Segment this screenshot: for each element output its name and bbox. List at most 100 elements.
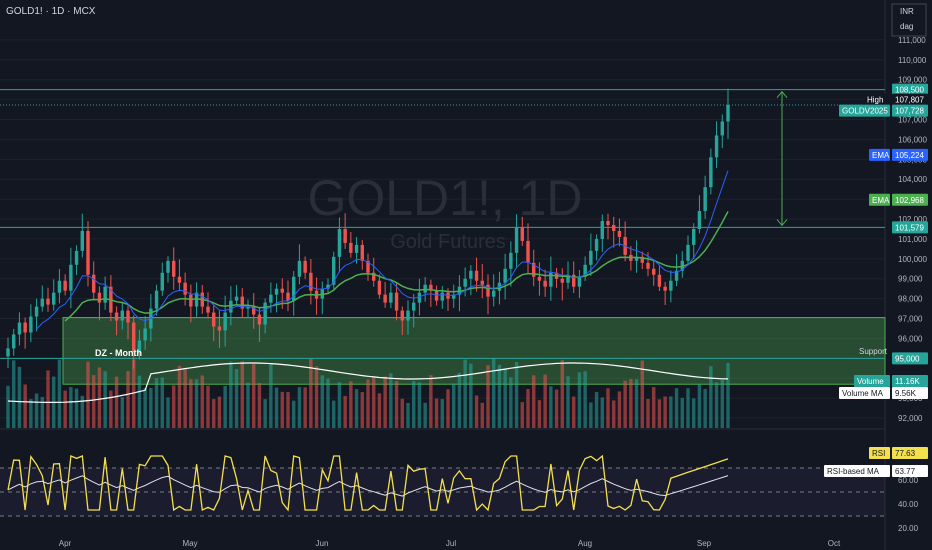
- volume-bar: [383, 376, 387, 428]
- candle-body: [274, 288, 279, 295]
- candle: [40, 285, 44, 312]
- candle: [606, 213, 610, 240]
- candle: [692, 223, 696, 260]
- svg-text:102,968: 102,968: [895, 196, 924, 205]
- candle-body: [606, 221, 610, 225]
- rsi-tick: 40.00: [898, 500, 919, 509]
- candle-body: [92, 274, 96, 293]
- candle-body: [246, 306, 250, 309]
- volume-bar: [412, 381, 416, 428]
- candle-body: [577, 276, 582, 287]
- volume-bar: [189, 379, 193, 428]
- candle-body: [17, 322, 22, 335]
- candle: [80, 213, 84, 258]
- candle-body: [57, 280, 62, 293]
- candle: [440, 286, 444, 309]
- price-tick: 109,000: [898, 76, 927, 85]
- candle: [372, 257, 376, 287]
- demand-zone-rect: [62, 317, 886, 385]
- volume-bar: [183, 369, 187, 428]
- watermark: GOLD1!, 1D Gold Futures: [307, 170, 582, 253]
- volume-bar: [434, 398, 439, 428]
- candle: [97, 286, 102, 321]
- candle: [663, 281, 667, 305]
- candle: [463, 267, 467, 297]
- volume-bar: [80, 395, 84, 428]
- candle: [714, 121, 719, 169]
- candle: [452, 284, 456, 308]
- candle: [492, 274, 496, 307]
- volume-bar: [457, 372, 462, 428]
- volume-bar: [560, 360, 564, 428]
- volume-bar: [12, 360, 16, 428]
- candle-body: [634, 256, 639, 261]
- candle: [377, 274, 382, 299]
- candle: [297, 244, 302, 285]
- tag-ema-fast: 105,224 EMA: [869, 148, 928, 161]
- svg-text:EMA: EMA: [872, 151, 890, 160]
- svg-text:Volume: Volume: [857, 377, 884, 386]
- candle: [640, 251, 644, 270]
- candle-body: [617, 230, 622, 237]
- watermark-subtitle: Gold Futures: [390, 231, 506, 253]
- currency-unit[interactable]: dag: [900, 22, 913, 31]
- candle: [554, 268, 559, 288]
- currency-box[interactable]: [891, 3, 927, 37]
- volume-bar: [57, 359, 62, 428]
- volume-bar: [86, 361, 90, 428]
- candle-body: [640, 256, 644, 263]
- volume-bar: [234, 369, 239, 428]
- time-tick: Aug: [578, 539, 592, 548]
- volume-bar: [612, 400, 616, 428]
- candle: [246, 299, 250, 319]
- candle: [223, 295, 227, 347]
- candle: [143, 316, 147, 351]
- candle: [680, 251, 684, 278]
- candle: [63, 274, 67, 296]
- candle: [652, 259, 656, 286]
- candle: [286, 280, 290, 312]
- candle: [189, 284, 193, 323]
- volume-bar: [17, 366, 22, 428]
- candle-body: [669, 280, 673, 291]
- candle-body: [480, 280, 484, 285]
- volume-bar: [314, 366, 319, 428]
- volume-bar: [337, 382, 342, 428]
- candle: [52, 279, 56, 311]
- candle-body: [23, 322, 27, 333]
- candle-body: [103, 286, 107, 303]
- svg-text:107,728: 107,728: [895, 107, 924, 116]
- price-levels: [0, 89, 885, 359]
- volume-bar: [372, 377, 376, 428]
- candle: [412, 293, 416, 328]
- volume-bar: [269, 363, 273, 428]
- price-tick: 98,000: [898, 295, 923, 304]
- candle-body: [326, 284, 330, 289]
- volume-ma-line: [7, 362, 729, 403]
- candle: [429, 279, 433, 307]
- volume-bar: [554, 389, 559, 428]
- candle-body: [34, 306, 39, 317]
- candle: [532, 249, 536, 287]
- candle: [240, 288, 244, 318]
- candle: [120, 301, 124, 330]
- candle-body: [263, 302, 267, 325]
- currency-code[interactable]: INR: [900, 7, 914, 16]
- tag-volume-ma: 9.56K Volume MA: [839, 387, 928, 399]
- candle: [686, 235, 690, 266]
- candle: [17, 312, 22, 346]
- candle-body: [594, 238, 599, 251]
- volume-bar: [480, 402, 484, 428]
- watermark-title: GOLD1!, 1D: [307, 170, 582, 226]
- price-tick: 92,000: [898, 414, 923, 423]
- candle: [697, 195, 702, 234]
- volume-bar: [126, 371, 130, 428]
- candle: [314, 277, 319, 315]
- volume-bar: [669, 396, 673, 428]
- volume-bar: [200, 375, 204, 428]
- volume-bar: [320, 375, 324, 428]
- volume-bar: [297, 387, 302, 428]
- candle-body: [74, 250, 79, 265]
- candle: [543, 269, 547, 297]
- candle: [114, 306, 119, 336]
